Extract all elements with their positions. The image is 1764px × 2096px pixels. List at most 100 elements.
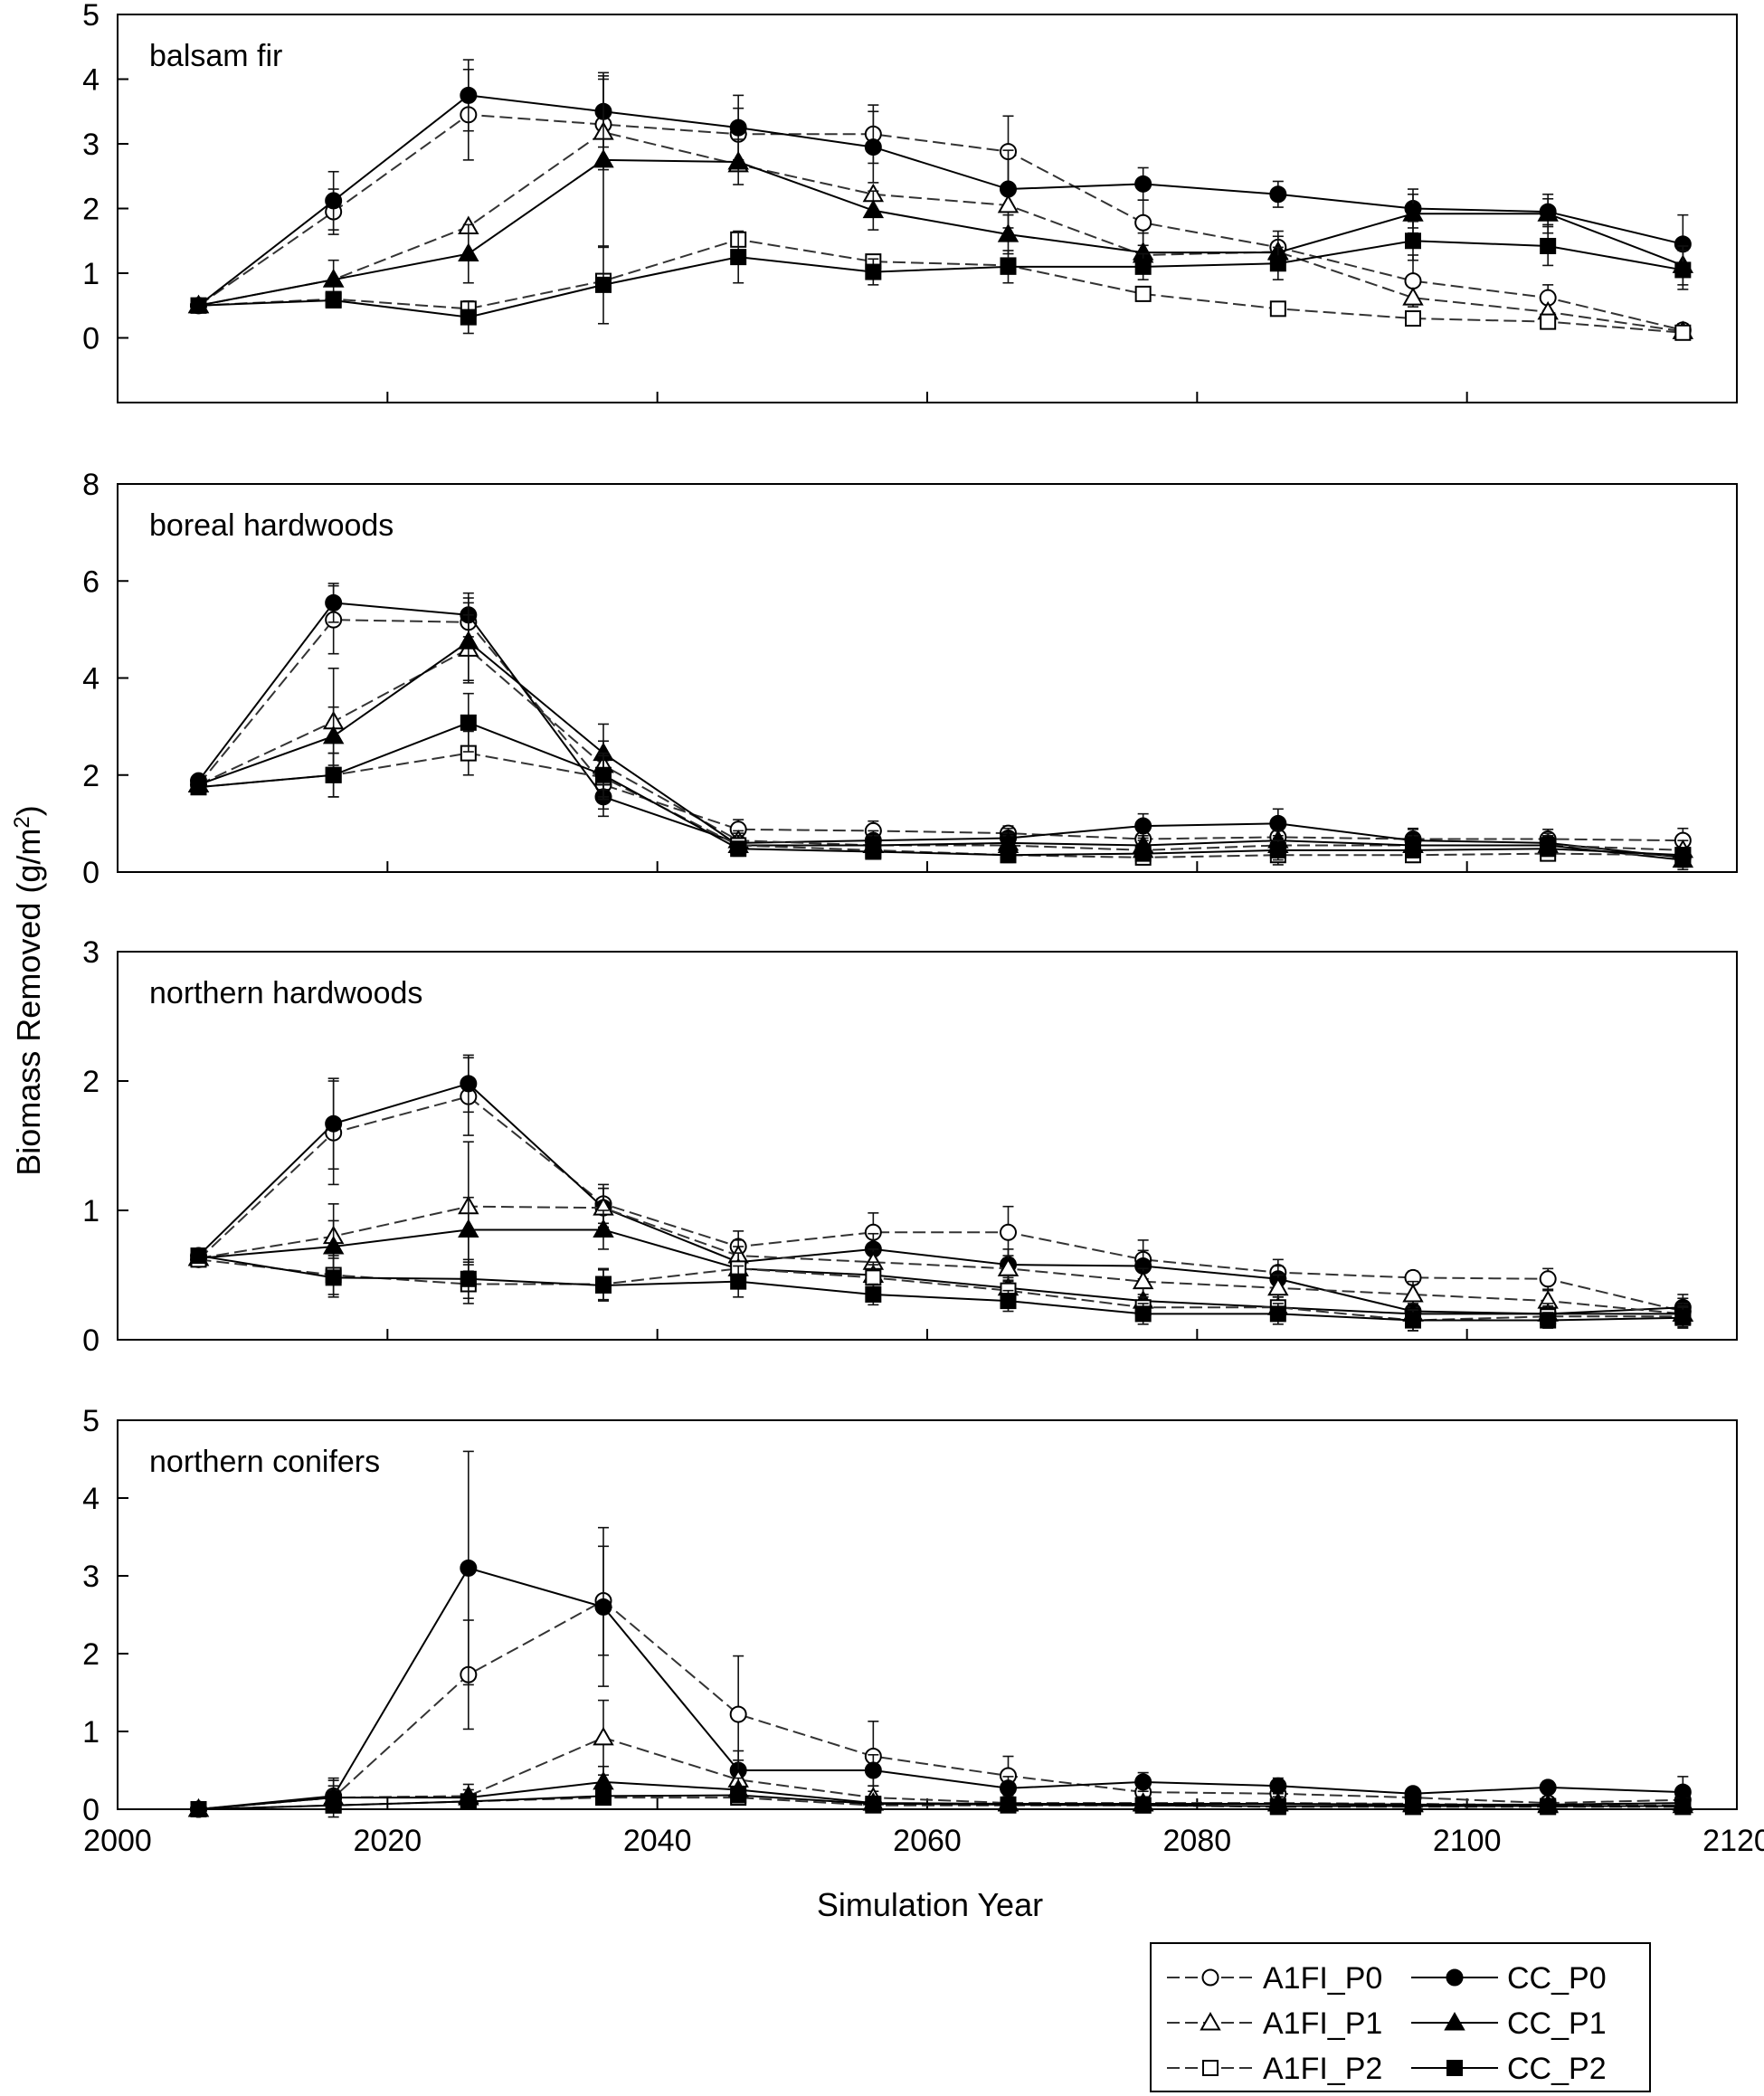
data-point-cc-p2 xyxy=(325,1797,342,1814)
data-point-cc-p0 xyxy=(325,593,343,612)
data-point-cc-p1 xyxy=(862,199,885,219)
series-line-a1fi-p0 xyxy=(198,1599,1683,1810)
y-tick-label: 3 xyxy=(82,128,100,162)
x-tick-label: 2080 xyxy=(1163,1824,1232,1858)
series-cc-p0 xyxy=(190,583,1692,868)
series-line-a1fi-p2 xyxy=(198,238,1683,334)
series-line-a1fi-p0 xyxy=(197,1095,1683,1313)
series-cc-p2 xyxy=(190,1247,1692,1332)
x-tick-label: 2000 xyxy=(83,1824,152,1858)
data-point-cc-p2 xyxy=(190,297,207,314)
series-line-cc-p0 xyxy=(197,602,1683,858)
data-point-cc-p2 xyxy=(1269,1305,1286,1323)
data-point-cc-p1 xyxy=(322,269,345,288)
data-point-cc-p0 xyxy=(325,192,343,210)
data-point-cc-p2 xyxy=(730,840,747,858)
legend-entry-a1fi-p2: A1FI_P2 xyxy=(1167,2052,1382,2086)
data-point-cc-p2 xyxy=(1674,1309,1692,1326)
data-point-a1fi-p1 xyxy=(997,194,1020,213)
data-point-a1fi-p2 xyxy=(1540,313,1557,330)
data-point-cc-p2 xyxy=(1000,258,1017,275)
y-axis-title: Biomass Removed (g/m2) xyxy=(10,805,47,1175)
series-line-cc-p1 xyxy=(198,158,1683,307)
x-tick-label: 2060 xyxy=(893,1824,962,1858)
data-point-cc-p2 xyxy=(1134,1305,1152,1323)
panel-title-northern-hardwoods: northern hardwoods xyxy=(149,976,422,1010)
data-point-cc-p2 xyxy=(1540,1797,1557,1815)
data-point-cc-p2 xyxy=(1134,845,1152,862)
data-point-cc-p2 xyxy=(325,766,342,783)
data-point-cc-p1 xyxy=(1402,203,1424,222)
data-point-cc-p2 xyxy=(190,779,207,796)
y-tick-label: 5 xyxy=(82,0,100,33)
series-cc-p2 xyxy=(190,221,1692,335)
data-point-cc-p0 xyxy=(594,1598,612,1616)
legend-marker xyxy=(1446,2060,1463,2076)
series-cc-p1 xyxy=(187,71,1694,314)
legend-entry-a1fi-p1: A1FI_P1 xyxy=(1167,2006,1382,2041)
data-point-cc-p2 xyxy=(1269,841,1286,858)
panel-frame-balsam-fir xyxy=(117,14,1738,403)
series-line-cc-p1 xyxy=(198,640,1683,861)
data-point-cc-p2 xyxy=(730,1787,747,1804)
data-point-cc-p1 xyxy=(593,148,614,168)
panels: 0 1 2 3 4 5 balsam fir 0 2 4 6 8 boreal hardwoods 0 1 2… xyxy=(82,0,1764,1858)
data-point-cc-p2 xyxy=(1405,1797,1421,1815)
series-a1fi-p0 xyxy=(190,584,1692,854)
y-tick-label: 2 xyxy=(82,1637,100,1672)
data-point-cc-p2 xyxy=(595,766,612,783)
series-a1fi-p0 xyxy=(190,1545,1692,1818)
panel-northern-conifers: 0 1 2 3 4 5 2000 2020 2040 2060 2080 2100 2120 northe… xyxy=(82,1404,1764,1858)
y-tick-label: 0 xyxy=(82,1323,100,1358)
series-line-cc-p2 xyxy=(198,721,1683,857)
data-point-cc-p1 xyxy=(322,725,345,745)
y-tick-label: 0 xyxy=(82,1793,100,1827)
panel-title-boreal-hardwoods: boreal hardwoods xyxy=(149,508,394,543)
data-point-cc-p2 xyxy=(1000,1293,1017,1310)
data-point-cc-p2 xyxy=(865,1285,882,1303)
data-point-cc-p2 xyxy=(730,249,747,266)
data-point-cc-p2 xyxy=(595,1788,612,1805)
panel-title-balsam-fir: balsam fir xyxy=(149,39,282,73)
x-tick-label: 2100 xyxy=(1433,1824,1502,1858)
panel-balsam-fir: 0 1 2 3 4 5 balsam fir xyxy=(82,0,1738,403)
legend-label: CC_P1 xyxy=(1507,2006,1607,2041)
series-cc-p0 xyxy=(190,59,1692,315)
data-point-cc-p2 xyxy=(325,292,342,309)
legend-box xyxy=(1150,1942,1651,2092)
data-point-cc-p1 xyxy=(458,1219,479,1238)
legend-label: A1FI_P2 xyxy=(1263,2052,1382,2086)
y-tick-label: 2 xyxy=(82,759,100,793)
series-cc-p1 xyxy=(187,1196,1694,1325)
legend-marker xyxy=(1444,2011,1465,2031)
series-cc-p1 xyxy=(187,602,1694,871)
legend-entry-cc-p1: CC_P1 xyxy=(1411,2006,1607,2041)
legend-marker xyxy=(1202,2060,1219,2076)
series-line-cc-p2 xyxy=(198,240,1683,318)
data-point-cc-p0 xyxy=(1269,814,1287,832)
data-point-a1fi-p1 xyxy=(593,1726,614,1746)
data-point-cc-p2 xyxy=(1674,847,1692,864)
y-axis-title-text: Biomass Removed (g/m xyxy=(10,829,47,1176)
data-point-cc-p1 xyxy=(727,151,749,170)
panel-title-northern-conifers: northern conifers xyxy=(149,1445,380,1479)
data-point-cc-p2 xyxy=(1405,841,1421,858)
legend-label: A1FI_P0 xyxy=(1263,1961,1382,1996)
data-point-cc-p2 xyxy=(595,276,612,293)
data-point-cc-p0 xyxy=(1134,1773,1152,1791)
data-point-a1fi-p0 xyxy=(729,1705,747,1723)
y-tick-label: 4 xyxy=(82,63,100,98)
panel-northern-hardwoods: 0 1 2 3 northern hardwoods xyxy=(82,935,1738,1358)
series-line-a1fi-p0 xyxy=(197,619,1683,842)
panel-boreal-hardwoods: 0 2 4 6 8 boreal hardwoods xyxy=(82,468,1738,890)
data-point-a1fi-p0 xyxy=(1539,1270,1557,1288)
series-line-a1fi-p1 xyxy=(198,648,1683,851)
legend-entry-cc-p2: CC_P2 xyxy=(1411,2052,1607,2086)
x-axis-title: Simulation Year xyxy=(817,1886,1043,1923)
legend-label: A1FI_P1 xyxy=(1263,2006,1382,2041)
y-tick-label: 0 xyxy=(82,856,100,890)
data-point-cc-p2 xyxy=(1540,1312,1557,1329)
data-point-cc-p2 xyxy=(460,1793,477,1810)
data-point-cc-p1 xyxy=(997,223,1020,242)
data-point-cc-p2 xyxy=(865,263,882,280)
